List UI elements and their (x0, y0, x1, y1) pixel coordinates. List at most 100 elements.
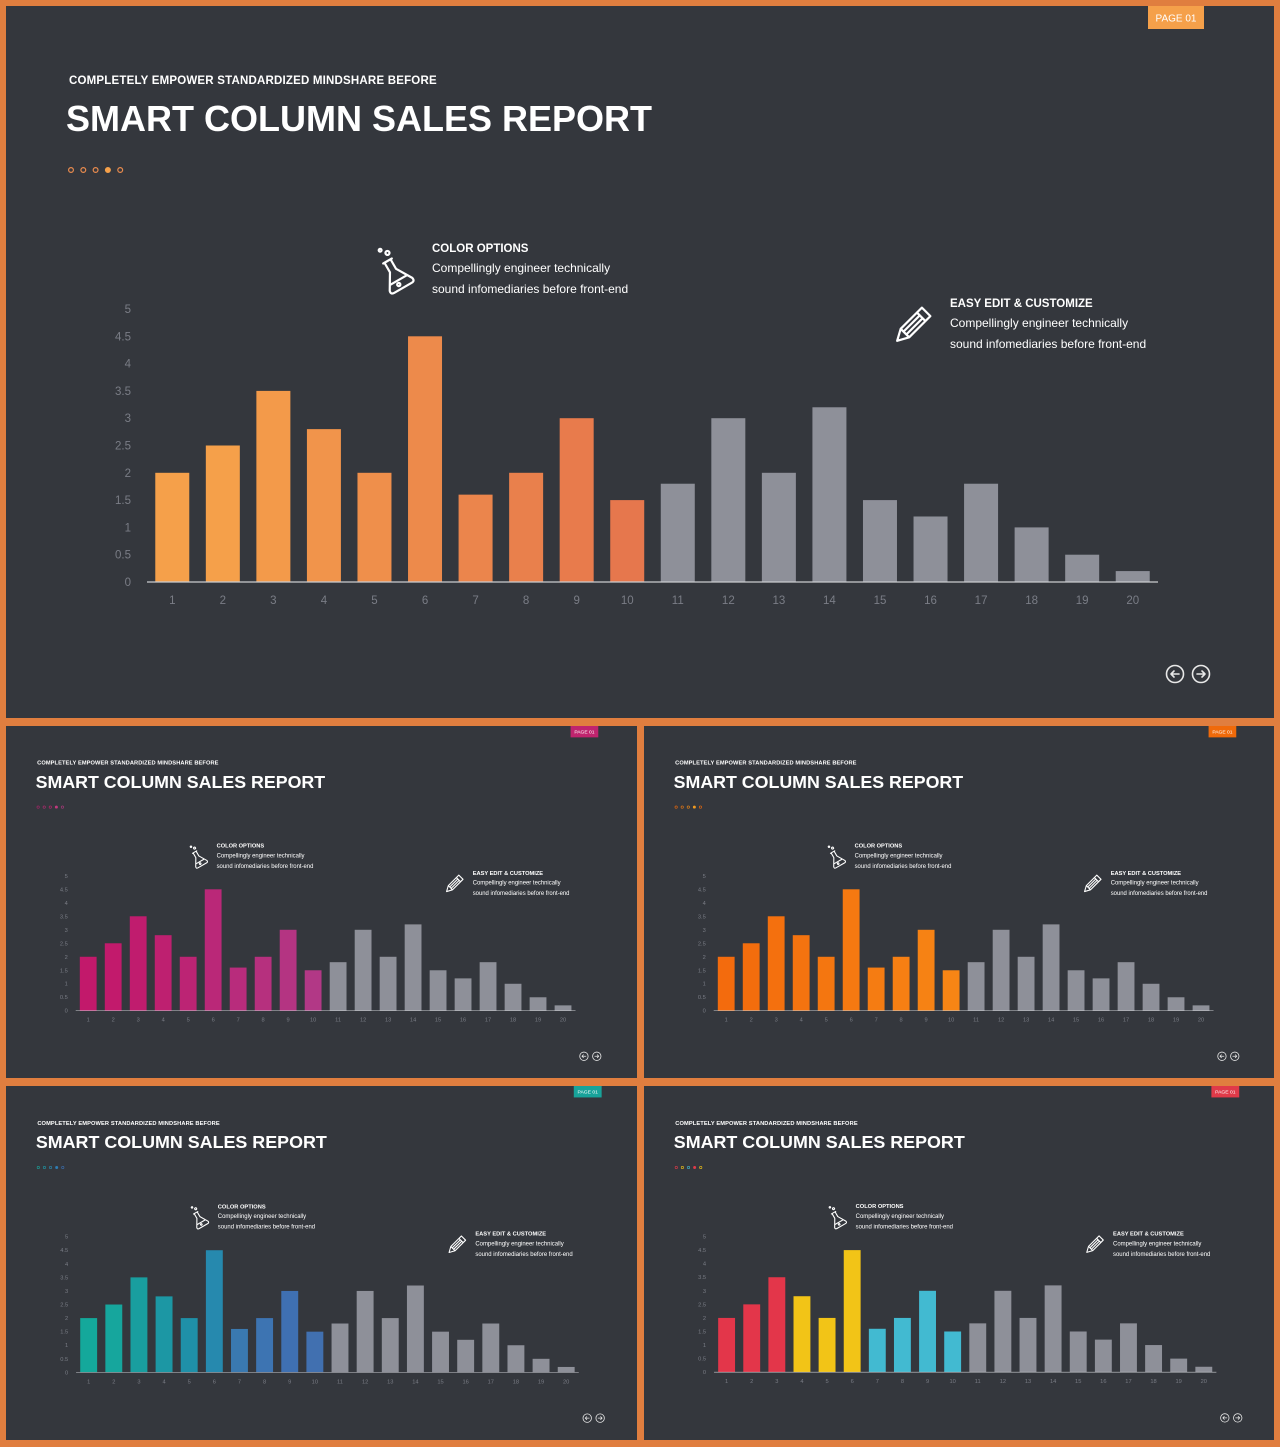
slide-canvas: PAGE 01 COMPLETELY EMPOWER STANDARDIZED M… (674, 1086, 1243, 1423)
bar-15 (1069, 1331, 1087, 1373)
x-tick-label: 19 (535, 1018, 541, 1024)
callout-text: sound infomediaries before front-end (473, 891, 570, 897)
arrow-left-icon[interactable] (579, 1051, 589, 1061)
bar-5 (818, 1317, 836, 1373)
callout-2: EASY EDIT & CUSTOMIZE Compellingly engine… (1084, 871, 1207, 897)
arrow-right-icon[interactable] (1191, 664, 1211, 684)
arrow-left-icon[interactable] (1220, 1413, 1230, 1423)
pencil-icon (448, 1235, 467, 1254)
x-tick-label: 2 (220, 595, 226, 607)
flask-bubble (836, 862, 840, 866)
arrow-button-ring (1233, 1413, 1243, 1423)
bar-11 (660, 483, 695, 582)
kicker-text: COMPLETELY EMPOWER STANDARDIZED MINDSHAR… (675, 1121, 858, 1127)
x-tick-label: 13 (1025, 1379, 1031, 1385)
y-tick-label: 2.5 (115, 441, 131, 453)
y-tick-label: 2 (65, 955, 68, 961)
x-tick-label: 16 (1100, 1379, 1106, 1385)
bar-5 (180, 1318, 198, 1373)
flask-liquid-line (196, 1219, 206, 1226)
y-tick-label: 5 (703, 1235, 706, 1241)
callout-2: EASY EDIT & CUSTOMIZE Compellingly engine… (1086, 1232, 1210, 1258)
slide-content: PAGE 01 COMPLETELY EMPOWER STANDARDIZED M… (66, 6, 1211, 684)
arrow-right-icon[interactable] (1230, 1051, 1240, 1061)
y-tick-label: 2 (125, 468, 131, 480)
bar-6 (205, 1250, 223, 1373)
progress-dot (49, 1166, 53, 1170)
callout-heading: EASY EDIT & CUSTOMIZE (950, 298, 1093, 310)
progress-dot (61, 1166, 65, 1170)
callout-text: Compellingly engineer technically (856, 1214, 944, 1220)
bar-11 (329, 962, 347, 1011)
x-tick-label: 9 (287, 1018, 290, 1024)
y-tick-label: 4 (65, 1262, 68, 1268)
y-tick-label: 3.5 (60, 1275, 68, 1281)
progress-dot (674, 805, 678, 809)
progress-dot (692, 805, 696, 809)
callout-text: Compellingly engineer technically (1111, 881, 1199, 887)
callout-heading: COLOR OPTIONS (855, 844, 903, 850)
bar-10 (304, 970, 322, 1011)
callout-2: EASY EDIT & CUSTOMIZE Compellingly engine… (896, 298, 1146, 351)
arrow-right-icon[interactable] (592, 1051, 602, 1061)
page-badge-bg (1211, 1086, 1240, 1098)
y-tick-label: 2.5 (698, 1302, 706, 1308)
y-tick-label: 4 (703, 1262, 706, 1268)
y-tick-label: 3.5 (698, 914, 706, 920)
arrow-left-icon[interactable] (582, 1413, 592, 1423)
bar-16 (454, 978, 472, 1011)
bar-2 (742, 943, 760, 1011)
y-tick-label: 3 (125, 413, 131, 425)
bar-1 (79, 956, 97, 1011)
arrow-glyph (597, 1416, 603, 1421)
y-tick-label: 1 (125, 522, 131, 534)
callout-text: sound infomediaries before front-end (217, 864, 314, 870)
progress-dot (680, 1165, 684, 1169)
x-tick-label: 20 (1198, 1018, 1204, 1024)
bar-1 (717, 956, 735, 1011)
callout-1: COLOR OPTIONS Compellingly engineer techn… (827, 844, 951, 870)
callout-1: COLOR OPTIONS Compellingly engineer techn… (377, 243, 628, 296)
arrow-left-icon[interactable] (1165, 664, 1185, 684)
arrow-left-icon[interactable] (1217, 1051, 1227, 1061)
bar-17 (1120, 1323, 1137, 1373)
bar-17 (482, 1323, 500, 1373)
pencil-body (1084, 874, 1102, 893)
pencil-body (446, 874, 464, 893)
bar-10 (944, 1331, 962, 1373)
y-tick-label: 3.5 (115, 386, 131, 398)
bar-9 (559, 418, 594, 582)
y-tick-label: 3 (65, 928, 68, 934)
x-tick-label: 9 (288, 1379, 291, 1385)
bar-3 (768, 1277, 786, 1373)
bar-17 (1117, 962, 1135, 1011)
pencil-icon (1084, 874, 1102, 893)
slide-content: PAGE 01 COMPLETELY EMPOWER STANDARDIZED M… (36, 726, 602, 1061)
x-tick-label: 15 (1073, 1018, 1079, 1024)
arrow-glyph (1219, 1054, 1225, 1059)
arrow-right-icon[interactable] (595, 1413, 605, 1423)
bar-1 (718, 1317, 736, 1373)
page-badge: PAGE 01 (570, 726, 599, 738)
arrow-right-icon[interactable] (1233, 1413, 1243, 1423)
x-tick-label: 10 (948, 1018, 954, 1024)
x-tick-label: 1 (87, 1018, 90, 1024)
slide-canvas: PAGE 01 COMPLETELY EMPOWER STANDARDIZED M… (36, 726, 602, 1061)
bar-16 (913, 516, 948, 582)
kicker-text: COMPLETELY EMPOWER STANDARDIZED MINDSHAR… (675, 761, 857, 767)
x-tick-label: 11 (975, 1379, 981, 1385)
bar-13 (379, 956, 397, 1011)
x-tick-label: 19 (1076, 595, 1089, 607)
y-tick-label: 0 (703, 1370, 706, 1376)
slide-teal: PAGE 01 COMPLETELY EMPOWER STANDARDIZED M… (6, 1086, 637, 1440)
x-tick-label: 16 (460, 1018, 466, 1024)
bar-15 (429, 970, 447, 1011)
x-tick-label: 9 (573, 595, 579, 607)
flask-bubble (837, 1223, 841, 1226)
callout-text: sound infomediaries before front-end (1113, 1252, 1210, 1258)
bar-chart: 00.511.522.533.544.551 2 3 4 5 6 7 8 9 10 11 12 13 14… (60, 874, 576, 1024)
bar-14 (812, 407, 847, 582)
flask-bubble (828, 1206, 832, 1209)
x-tick-label: 14 (410, 1018, 416, 1024)
x-tick-label: 10 (310, 1018, 316, 1024)
